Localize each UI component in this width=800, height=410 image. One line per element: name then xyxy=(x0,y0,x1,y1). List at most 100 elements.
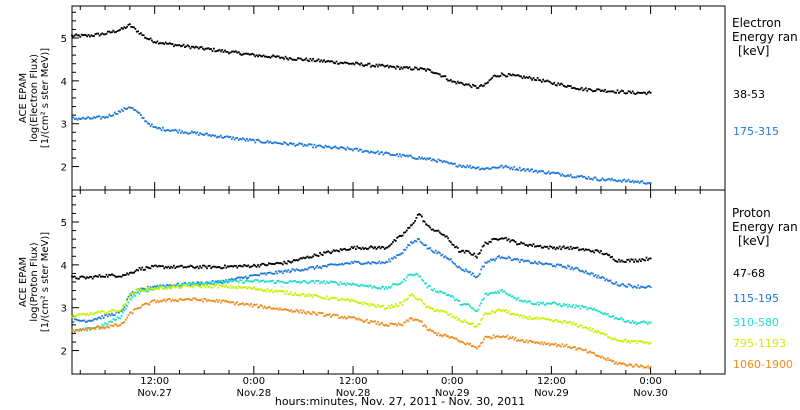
data-point xyxy=(283,270,286,273)
data-point xyxy=(214,265,217,268)
data-point xyxy=(415,272,418,275)
data-point xyxy=(437,229,440,232)
data-point xyxy=(516,168,518,171)
data-point xyxy=(130,294,133,297)
data-point xyxy=(342,282,345,285)
data-point xyxy=(509,167,511,170)
data-point xyxy=(615,281,618,284)
data-point xyxy=(152,285,155,288)
data-point xyxy=(568,321,571,324)
data-point xyxy=(116,310,119,313)
data-point xyxy=(609,279,612,282)
data-point xyxy=(345,317,348,320)
data-point xyxy=(524,341,527,343)
data-point xyxy=(80,313,83,316)
data-point xyxy=(252,263,255,266)
data-point xyxy=(527,245,529,247)
data-point xyxy=(290,280,292,283)
data-point xyxy=(201,282,204,285)
data-point xyxy=(244,264,247,267)
data-point xyxy=(429,157,432,159)
data-point xyxy=(576,267,579,270)
data-point xyxy=(456,165,459,168)
y-tick-label: 3 xyxy=(61,120,67,131)
data-point xyxy=(299,257,302,260)
data-point xyxy=(336,147,339,150)
data-point xyxy=(82,275,84,278)
data-point xyxy=(379,247,382,250)
data-point xyxy=(155,126,157,129)
data-point xyxy=(291,260,294,263)
data-point xyxy=(448,162,451,165)
data-point xyxy=(142,268,145,271)
data-point xyxy=(342,263,345,266)
data-point xyxy=(330,280,332,283)
data-point xyxy=(207,299,210,301)
data-point xyxy=(382,261,385,264)
data-point xyxy=(353,260,356,263)
data-point xyxy=(404,248,407,251)
data-point xyxy=(633,365,635,368)
data-point xyxy=(301,293,303,296)
data-point xyxy=(188,132,190,135)
data-point xyxy=(590,272,593,275)
data-point xyxy=(448,313,451,316)
data-point xyxy=(485,335,488,338)
data-point xyxy=(618,258,620,261)
data-point xyxy=(240,279,243,282)
data-point xyxy=(634,339,637,342)
data-point xyxy=(644,366,646,369)
data-point xyxy=(542,343,545,346)
data-point xyxy=(254,55,257,58)
data-point xyxy=(137,307,140,309)
data-point xyxy=(123,321,126,323)
data-point xyxy=(338,298,341,301)
data-point xyxy=(292,268,295,271)
data-point xyxy=(527,259,529,262)
data-point xyxy=(557,303,560,306)
data-point xyxy=(323,265,326,267)
data-point xyxy=(562,303,565,305)
data-point xyxy=(91,35,94,38)
data-point xyxy=(379,151,382,154)
data-point xyxy=(324,282,327,285)
y-tick-label: 2 xyxy=(61,163,67,174)
data-point xyxy=(421,278,423,281)
data-point xyxy=(419,275,422,278)
data-point xyxy=(462,164,465,167)
data-point xyxy=(320,281,323,283)
data-point xyxy=(361,320,364,322)
data-point xyxy=(522,340,525,343)
data-point xyxy=(492,311,495,313)
data-point xyxy=(459,320,462,322)
data-point xyxy=(558,320,561,323)
data-point xyxy=(593,251,596,254)
data-point xyxy=(126,305,129,307)
data-point xyxy=(394,67,397,70)
data-point xyxy=(334,145,337,148)
data-point xyxy=(433,287,436,290)
series-proton-47-68 xyxy=(71,213,652,280)
data-point xyxy=(190,283,193,285)
data-point xyxy=(568,85,571,87)
data-point xyxy=(239,279,241,282)
data-point xyxy=(139,114,142,116)
data-point xyxy=(310,294,313,296)
data-point xyxy=(93,312,95,315)
data-point xyxy=(477,323,480,326)
data-point xyxy=(587,307,590,310)
data-point xyxy=(580,324,583,327)
data-point xyxy=(550,82,553,85)
data-point xyxy=(496,166,499,169)
data-point xyxy=(640,364,642,367)
data-point xyxy=(432,250,434,253)
data-point xyxy=(483,168,485,171)
data-point xyxy=(86,116,89,119)
data-point xyxy=(506,311,509,314)
data-point xyxy=(123,26,126,29)
data-point xyxy=(556,263,558,266)
data-point xyxy=(507,294,510,297)
data-point xyxy=(478,304,481,307)
data-point xyxy=(141,34,144,36)
data-point xyxy=(491,259,494,262)
